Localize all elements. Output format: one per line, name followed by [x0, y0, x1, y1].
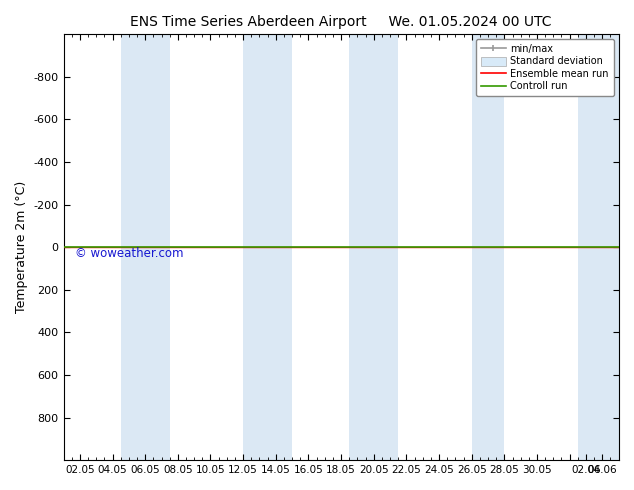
Bar	[578, 34, 619, 460]
Bar	[120, 34, 170, 460]
Bar	[243, 34, 292, 460]
Bar	[472, 34, 505, 460]
Y-axis label: Temperature 2m (°C): Temperature 2m (°C)	[15, 181, 28, 314]
Text: © woweather.com: © woweather.com	[75, 247, 183, 260]
Bar	[349, 34, 398, 460]
Legend: min/max, Standard deviation, Ensemble mean run, Controll run: min/max, Standard deviation, Ensemble me…	[476, 39, 614, 96]
Title: ENS Time Series Aberdeen Airport     We. 01.05.2024 00 UTC: ENS Time Series Aberdeen Airport We. 01.…	[131, 15, 552, 29]
